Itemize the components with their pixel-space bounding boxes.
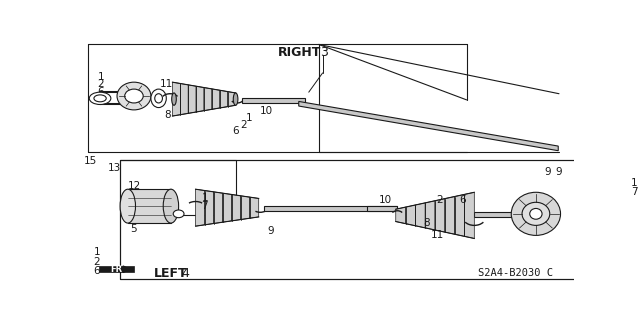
Polygon shape xyxy=(406,205,415,226)
Polygon shape xyxy=(396,207,406,224)
Text: 1: 1 xyxy=(631,178,638,188)
Polygon shape xyxy=(180,84,188,115)
Ellipse shape xyxy=(163,189,179,223)
Ellipse shape xyxy=(120,189,136,223)
Text: 3: 3 xyxy=(320,46,328,59)
Polygon shape xyxy=(220,90,228,108)
Polygon shape xyxy=(629,180,636,197)
Text: 6: 6 xyxy=(97,87,104,97)
Ellipse shape xyxy=(125,89,143,103)
Polygon shape xyxy=(232,195,241,221)
Polygon shape xyxy=(172,82,180,116)
Polygon shape xyxy=(241,196,250,219)
Ellipse shape xyxy=(151,89,166,108)
Polygon shape xyxy=(299,101,558,151)
Ellipse shape xyxy=(522,202,550,226)
Polygon shape xyxy=(599,174,607,202)
Ellipse shape xyxy=(90,92,111,105)
Polygon shape xyxy=(367,206,397,211)
Polygon shape xyxy=(415,203,425,228)
Polygon shape xyxy=(196,86,204,112)
Polygon shape xyxy=(264,206,397,211)
Ellipse shape xyxy=(530,208,542,219)
Text: 9: 9 xyxy=(556,167,563,177)
Text: 8: 8 xyxy=(423,218,430,228)
Text: 2: 2 xyxy=(436,195,443,205)
Text: 10: 10 xyxy=(379,195,392,205)
Ellipse shape xyxy=(155,94,163,103)
Polygon shape xyxy=(128,189,171,223)
Text: RIGHT: RIGHT xyxy=(278,46,321,59)
Text: 2: 2 xyxy=(240,120,246,130)
Polygon shape xyxy=(636,181,640,196)
Text: 12: 12 xyxy=(127,181,141,191)
Polygon shape xyxy=(454,194,465,236)
Polygon shape xyxy=(223,193,232,222)
Polygon shape xyxy=(196,189,205,226)
Text: 7: 7 xyxy=(631,187,638,197)
Polygon shape xyxy=(205,190,214,225)
Polygon shape xyxy=(607,176,614,201)
Ellipse shape xyxy=(173,210,184,218)
Text: 13: 13 xyxy=(108,163,120,173)
Text: LEFT: LEFT xyxy=(154,267,188,280)
Ellipse shape xyxy=(511,192,561,235)
Polygon shape xyxy=(228,92,236,107)
Text: 5: 5 xyxy=(131,224,137,234)
Ellipse shape xyxy=(94,95,106,102)
Text: 11: 11 xyxy=(159,79,173,90)
Text: 9: 9 xyxy=(544,167,551,177)
Ellipse shape xyxy=(172,93,176,105)
Text: 6: 6 xyxy=(232,126,239,136)
Polygon shape xyxy=(212,89,220,109)
Text: 8: 8 xyxy=(164,110,171,120)
Text: 6: 6 xyxy=(93,266,100,276)
Polygon shape xyxy=(242,98,305,103)
Polygon shape xyxy=(99,266,134,272)
Text: 4: 4 xyxy=(182,267,189,280)
Text: 15: 15 xyxy=(84,157,97,167)
Text: 2: 2 xyxy=(93,256,100,267)
Polygon shape xyxy=(250,197,259,218)
Text: 10: 10 xyxy=(260,107,273,116)
Text: 1: 1 xyxy=(202,193,208,203)
Polygon shape xyxy=(614,177,621,200)
Text: 7: 7 xyxy=(202,201,208,211)
Polygon shape xyxy=(474,212,513,217)
Polygon shape xyxy=(188,85,196,113)
Polygon shape xyxy=(204,87,212,111)
Polygon shape xyxy=(465,192,474,239)
Ellipse shape xyxy=(117,82,151,110)
Polygon shape xyxy=(214,192,223,224)
Text: 6: 6 xyxy=(460,195,466,205)
Text: 2: 2 xyxy=(97,79,104,90)
Text: 1: 1 xyxy=(246,113,253,123)
Polygon shape xyxy=(435,199,445,232)
Polygon shape xyxy=(621,178,629,198)
Polygon shape xyxy=(425,201,435,230)
Text: 14: 14 xyxy=(94,95,108,105)
Text: 1: 1 xyxy=(93,247,100,257)
Text: 1: 1 xyxy=(97,72,104,82)
Text: FR: FR xyxy=(110,265,122,274)
Polygon shape xyxy=(445,197,454,234)
Text: 9: 9 xyxy=(267,226,273,236)
Ellipse shape xyxy=(234,93,238,105)
Text: 11: 11 xyxy=(431,230,444,240)
Text: S2A4-B2030 C: S2A4-B2030 C xyxy=(478,268,553,278)
